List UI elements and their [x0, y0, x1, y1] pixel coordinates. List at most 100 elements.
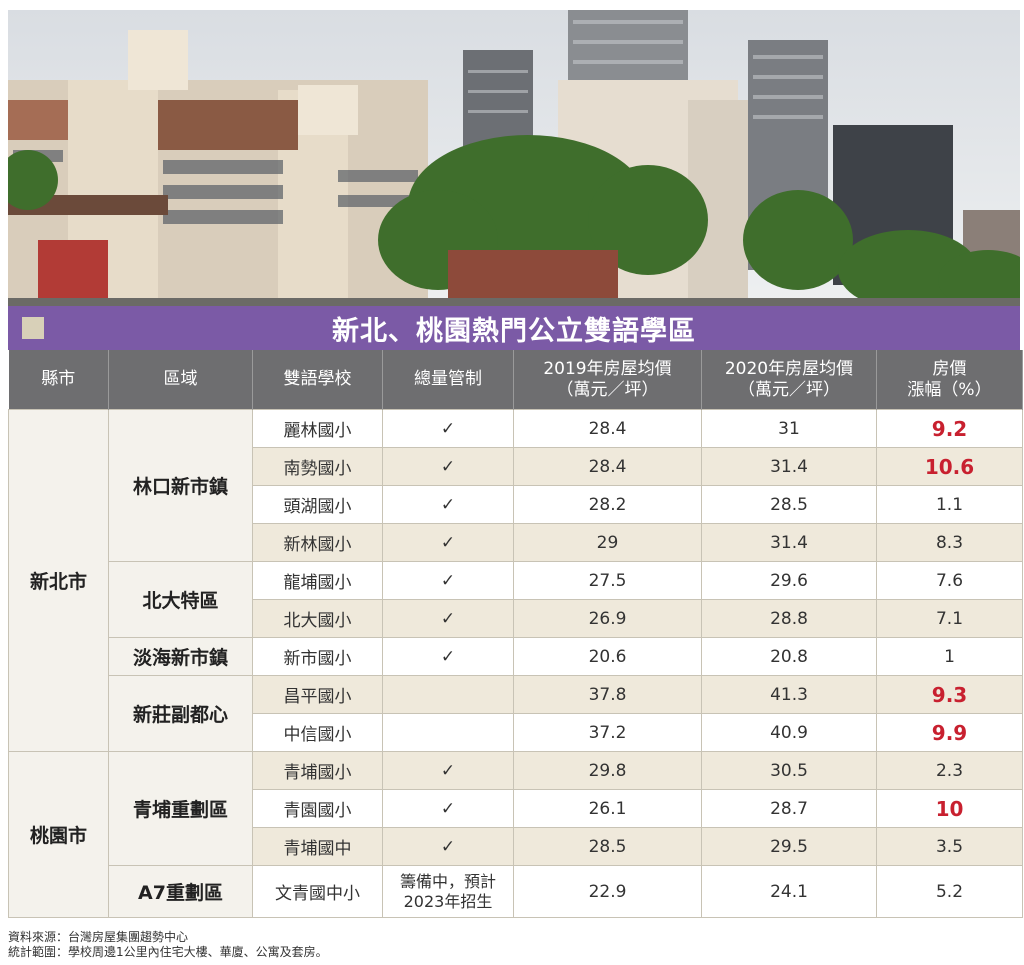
school-cell: 南勢國小 — [252, 447, 383, 486]
price-2019-cell: 26.1 — [513, 789, 702, 828]
price-2020-cell: 29.6 — [701, 561, 877, 600]
table-row: 頭湖國小 ✓ 28.2 28.5 1.1 — [9, 485, 1023, 524]
price-2020-cell: 20.8 — [701, 637, 877, 676]
price-2020-cell: 28.8 — [701, 599, 877, 638]
table-row: 桃園市 青埔重劃區 青埔國小 ✓ 29.8 30.5 2.3 — [8, 751, 1023, 918]
header-control: 總量管制 — [382, 350, 514, 410]
title-bar: 新北、桃園熱門公立雙語學區 — [8, 306, 1020, 350]
control-cell: ✓ — [382, 751, 514, 790]
price-2019-cell: 28.4 — [513, 447, 702, 486]
header-school: 雙語學校 — [252, 350, 383, 410]
price-2019-cell: 20.6 — [513, 637, 702, 676]
table-row: A7重劃區 文青國中小 籌備中，預計 2023年招生 22.9 24.1 5.2 — [9, 865, 1023, 918]
price-2020-cell: 31 — [701, 409, 877, 448]
county-cell: 桃園市 — [8, 751, 109, 918]
price-2020-cell: 30.5 — [701, 751, 877, 790]
control-cell — [382, 675, 514, 714]
rate-cell: 9.3 — [876, 675, 1023, 714]
header-county: 縣市 — [8, 350, 109, 410]
scope-note: 統計範圍：學校周邊1公里內住宅大樓、華廈、公寓及套房。 — [8, 945, 328, 959]
control-cell — [382, 713, 514, 752]
school-cell: 青埔國中 — [252, 827, 383, 866]
table-row: 北大特區 龍埔國小 ✓ 27.5 29.6 7.6 — [9, 561, 1023, 638]
table-row: 新莊副都心 昌平國小 37.8 41.3 9.3 — [9, 675, 1023, 752]
header-photo — [8, 10, 1020, 306]
area-cell: 北大特區 — [108, 561, 253, 638]
table-row: 北大國小 ✓ 26.9 28.8 7.1 — [9, 599, 1023, 638]
rate-cell: 5.2 — [876, 865, 1023, 918]
price-2019-cell: 37.2 — [513, 713, 702, 752]
school-cell: 頭湖國小 — [252, 485, 383, 524]
control-cell: ✓ — [382, 637, 514, 676]
price-2019-cell: 29.8 — [513, 751, 702, 790]
table-row: 青埔國中 ✓ 28.5 29.5 3.5 — [9, 827, 1023, 866]
control-cell: ✓ — [382, 409, 514, 448]
school-cell: 新市國小 — [252, 637, 383, 676]
table-header-row: 縣市 區域 雙語學校 總量管制 2019年房屋均價 （萬元／坪） 2020年房屋… — [8, 350, 1023, 410]
square-icon — [22, 317, 44, 339]
table-row: 新北市 林口新市鎮 麗林國小 ✓ 28.4 31 9.2 — [8, 409, 1023, 752]
school-cell: 文青國中小 — [252, 865, 383, 918]
school-cell: 青園國小 — [252, 789, 383, 828]
county-cell: 新北市 — [8, 409, 109, 752]
control-cell: ✓ — [382, 523, 514, 562]
price-2019-cell: 37.8 — [513, 675, 702, 714]
area-cell: 新莊副都心 — [108, 675, 253, 752]
control-cell: 籌備中，預計 2023年招生 — [382, 865, 514, 918]
rate-cell: 7.1 — [876, 599, 1023, 638]
table-row: 南勢國小 ✓ 28.4 31.4 10.6 — [9, 447, 1023, 486]
control-cell: ✓ — [382, 827, 514, 866]
school-cell: 麗林國小 — [252, 409, 383, 448]
price-2020-cell: 31.4 — [701, 447, 877, 486]
header-price-2020: 2020年房屋均價 （萬元／坪） — [701, 350, 877, 410]
area-cell: 青埔重劃區 — [108, 751, 253, 866]
school-cell: 龍埔國小 — [252, 561, 383, 600]
header-price-2019: 2019年房屋均價 （萬元／坪） — [513, 350, 702, 410]
price-2020-cell: 29.5 — [701, 827, 877, 866]
price-2019-cell: 27.5 — [513, 561, 702, 600]
school-buildings-image — [8, 10, 1020, 306]
price-2020-cell: 28.7 — [701, 789, 877, 828]
price-2019-cell: 28.2 — [513, 485, 702, 524]
area-cell: 淡海新市鎮 — [108, 637, 253, 676]
rate-cell: 1.1 — [876, 485, 1023, 524]
area-cell: A7重劃區 — [108, 865, 253, 918]
price-2019-cell: 26.9 — [513, 599, 702, 638]
source-note: 資料來源：台灣房屋集團趨勢中心 — [8, 930, 189, 944]
control-cell: ✓ — [382, 599, 514, 638]
rate-cell: 7.6 — [876, 561, 1023, 600]
table-row: 淡海新市鎮 新市國小 ✓ 20.6 20.8 1 — [9, 637, 1023, 676]
price-2020-cell: 31.4 — [701, 523, 877, 562]
price-2020-cell: 28.5 — [701, 485, 877, 524]
table-row: 新林國小 ✓ 29 31.4 8.3 — [9, 523, 1023, 562]
footnotes: 資料來源：台灣房屋集團趨勢中心 統計範圍：學校周邊1公里內住宅大樓、華廈、公寓及… — [8, 930, 328, 960]
school-cell: 青埔國小 — [252, 751, 383, 790]
rate-cell: 1 — [876, 637, 1023, 676]
price-2020-cell: 41.3 — [701, 675, 877, 714]
rate-cell: 8.3 — [876, 523, 1023, 562]
price-2019-cell: 29 — [513, 523, 702, 562]
control-cell: ✓ — [382, 789, 514, 828]
price-2020-cell: 24.1 — [701, 865, 877, 918]
rate-cell: 10 — [876, 789, 1023, 828]
area-cell: 林口新市鎮 — [108, 409, 253, 562]
control-cell: ✓ — [382, 447, 514, 486]
school-cell: 新林國小 — [252, 523, 383, 562]
header-rate: 房價 漲幅（%） — [876, 350, 1023, 410]
page-title: 新北、桃園熱門公立雙語學區 — [332, 315, 696, 347]
control-cell: ✓ — [382, 561, 514, 600]
rate-cell: 9.2 — [876, 409, 1023, 448]
price-2019-cell: 28.4 — [513, 409, 702, 448]
table-row: 青園國小 ✓ 26.1 28.7 10 — [9, 789, 1023, 828]
rate-cell: 2.3 — [876, 751, 1023, 790]
rate-cell: 9.9 — [876, 713, 1023, 752]
price-2019-cell: 28.5 — [513, 827, 702, 866]
price-2020-cell: 40.9 — [701, 713, 877, 752]
rate-cell: 3.5 — [876, 827, 1023, 866]
table-row: 中信國小 37.2 40.9 9.9 — [9, 713, 1023, 752]
housing-price-table: 縣市 區域 雙語學校 總量管制 2019年房屋均價 （萬元／坪） 2020年房屋… — [8, 350, 1023, 918]
control-cell: ✓ — [382, 485, 514, 524]
header-area: 區域 — [108, 350, 253, 410]
rate-cell: 10.6 — [876, 447, 1023, 486]
school-cell: 中信國小 — [252, 713, 383, 752]
